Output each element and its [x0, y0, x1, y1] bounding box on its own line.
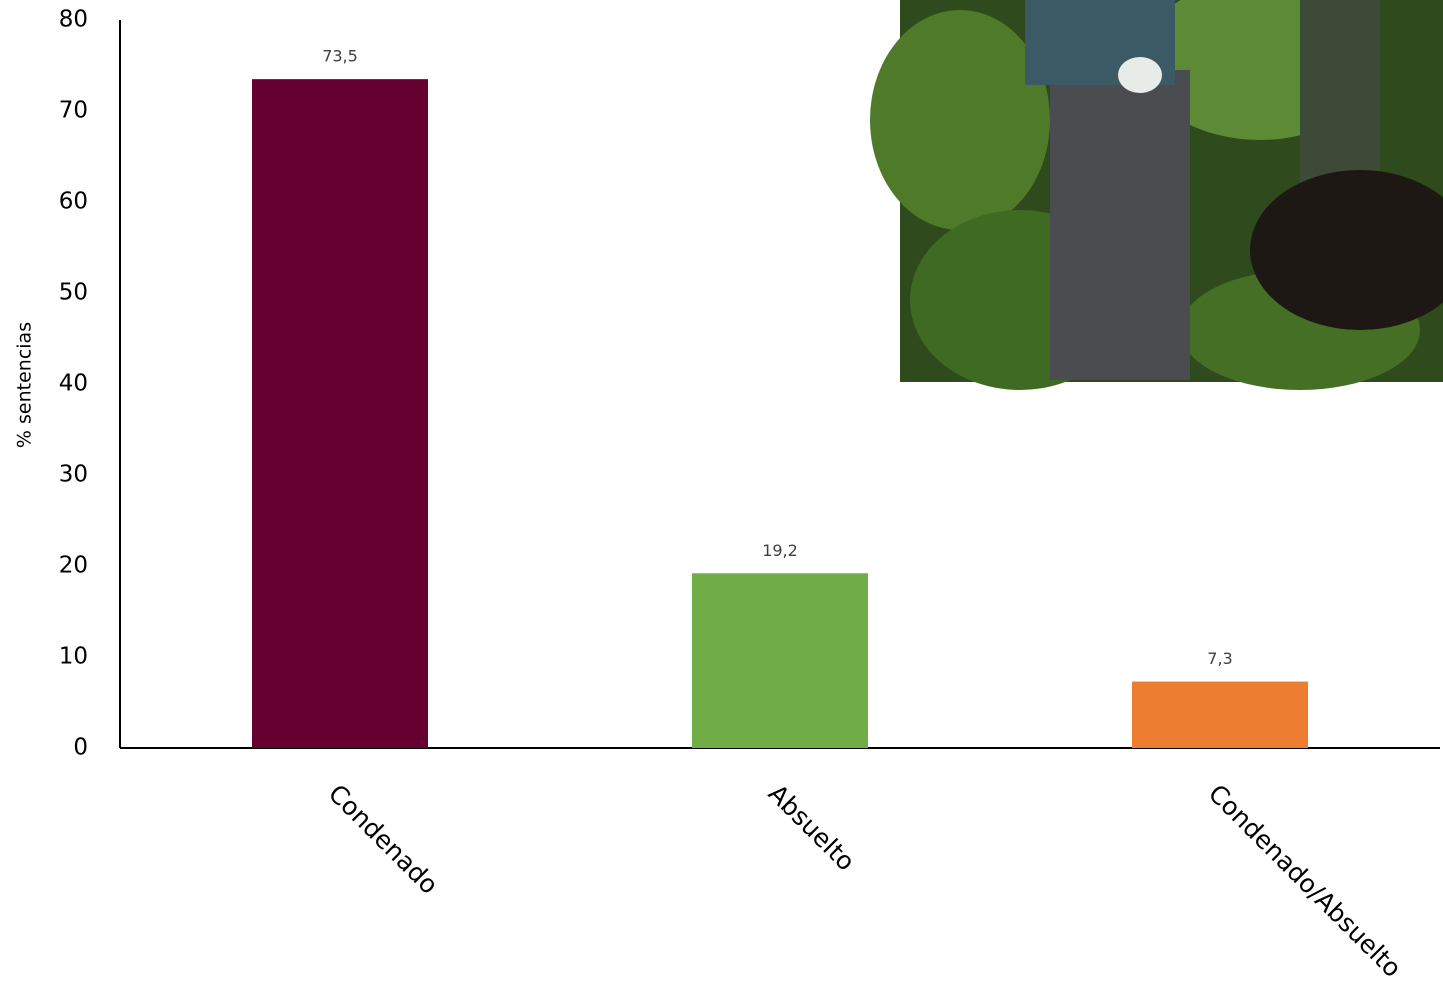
y-tick-label: 10 — [59, 644, 88, 670]
value-label: 7,3 — [1207, 649, 1232, 668]
y-axis-title: % sentencias — [14, 322, 36, 448]
x-tick-label: Condenado — [323, 779, 444, 900]
y-tick-label: 0 — [73, 735, 88, 761]
photo — [870, 0, 1443, 390]
y-tick-label: 30 — [59, 462, 88, 488]
y-tick-label: 70 — [59, 98, 88, 124]
bar — [1132, 681, 1308, 748]
y-tick-label: 40 — [59, 371, 88, 397]
value-label: 19,2 — [762, 541, 798, 560]
y-tick-label: 20 — [59, 553, 88, 579]
x-tick-label: Condenado/Absuelto — [1203, 779, 1407, 983]
y-tick-label: 50 — [59, 280, 88, 306]
x-tick-label: Absuelto — [763, 779, 861, 877]
bar — [252, 79, 428, 748]
y-tick-label: 60 — [59, 189, 88, 215]
y-tick-label: 80 — [59, 7, 88, 33]
value-label: 73,5 — [322, 47, 358, 66]
bar — [692, 573, 868, 748]
